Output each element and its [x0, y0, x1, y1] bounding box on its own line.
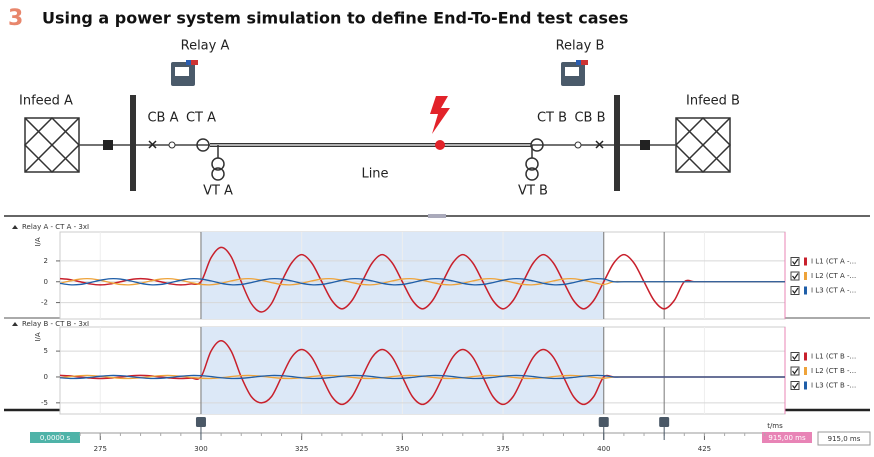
x-tick-label: 375 [496, 445, 509, 453]
vt-symbol [525, 145, 539, 181]
legend-swatch [804, 272, 807, 280]
node [103, 140, 113, 150]
legend-swatch [804, 286, 807, 295]
legend-check [792, 353, 799, 361]
fault-bolt [430, 96, 450, 134]
series-line [59, 246, 785, 313]
ct-label: CT A [186, 111, 216, 126]
infeed-label: Infeed B [686, 94, 740, 109]
duration-box[interactable] [817, 431, 871, 446]
breaker-contact [168, 141, 176, 149]
end-label: 915,00 ms [768, 434, 806, 442]
duration-label: 915,0 ms [828, 435, 861, 443]
y-tick-label: -5 [41, 399, 48, 407]
infeed-box [674, 116, 732, 174]
legend-swatch [804, 367, 807, 375]
x-tick-label: 425 [698, 445, 711, 453]
step-number: 3 [8, 6, 23, 31]
x-tick-label: 325 [295, 445, 308, 453]
legend-label: I L2 (CT B -... [811, 367, 856, 375]
legend-label: I L1 (CT B -... [811, 353, 856, 361]
cb-label: CB A [147, 111, 178, 126]
breaker-contact [574, 141, 582, 149]
cursor-handle[interactable] [659, 417, 670, 427]
start-label: 0,0000 s [40, 434, 71, 442]
infeed-label: Infeed A [19, 94, 73, 109]
legend-check [792, 273, 799, 280]
cursor-handle[interactable] [598, 417, 609, 427]
busbar [130, 95, 136, 191]
vt-symbol [211, 145, 225, 181]
y-tick-label: 2 [44, 257, 48, 265]
single-line-diagram: Relay A Relay B Infeed A Infeed B [19, 39, 740, 199]
ct-label: CT B [537, 111, 567, 126]
node [640, 140, 650, 150]
legend-checkbox[interactable] [790, 352, 800, 361]
legend-label: I L2 (CT A -... [811, 272, 856, 280]
legend-checkbox[interactable] [790, 381, 800, 390]
ct-symbol [530, 138, 544, 152]
legend-swatch [804, 352, 807, 361]
end-marker[interactable] [762, 432, 812, 443]
breaker [148, 140, 604, 149]
vt-label: VT B [518, 184, 548, 199]
infeed-box [23, 116, 81, 174]
legend-check [792, 368, 799, 375]
y-tick-label: 0 [44, 278, 48, 286]
series-line [59, 277, 785, 286]
x-tick-label: 300 [194, 445, 207, 453]
legend-label: I L3 (CT A -... [811, 287, 856, 295]
legend-swatch [804, 381, 807, 390]
x-tick-label: 400 [597, 445, 610, 453]
legend-checkbox[interactable] [790, 366, 800, 376]
legend-check [792, 382, 799, 390]
busbar [614, 95, 620, 191]
relay-icon [561, 60, 588, 86]
timeline: 0,0000 s 915,00 ms 915,0 ms t/ms 275 300 3… [30, 417, 871, 453]
y-tick-label: -2 [41, 299, 48, 307]
legend-check [792, 258, 799, 266]
ct-symbol [196, 138, 210, 152]
relay-icon [171, 60, 198, 86]
x-tick-label: 350 [396, 445, 409, 453]
y-tick-label: 0 [44, 373, 48, 381]
vt-label: VT A [203, 184, 233, 199]
y-axis-label: I/A [34, 237, 42, 246]
legend-check [792, 287, 799, 295]
cursor-handle[interactable] [195, 417, 206, 427]
legend-swatch [804, 257, 807, 266]
legend-label: I L1 (CT A -... [811, 258, 856, 266]
line-label: Line [361, 167, 388, 182]
collapse-arrow [12, 322, 18, 326]
relay-label: Relay B [556, 39, 605, 54]
legend-checkbox[interactable] [790, 257, 800, 266]
panel-title: Relay A - CT A - 3xI [22, 223, 89, 231]
start-marker[interactable] [30, 432, 80, 443]
series-line [59, 374, 785, 380]
legend-label: I L3 (CT B -... [811, 382, 856, 390]
charts: Relay A - CT A - 3xI -2 0 2 I/A I L1 (CT A -.… [12, 223, 856, 415]
panel-title: Relay B - CT B - 3xI [22, 320, 89, 328]
legend-checkbox[interactable] [790, 286, 800, 295]
cb-label: CB B [574, 111, 605, 126]
x-tick-label: 275 [94, 445, 107, 453]
splitter-handle[interactable] [428, 214, 446, 218]
page-title: Using a power system simulation to defin… [42, 9, 628, 28]
axis-label: t/ms [767, 422, 783, 430]
collapse-arrow [12, 225, 18, 229]
legend-checkbox[interactable] [790, 271, 800, 281]
y-tick-label: 5 [44, 347, 48, 355]
relay-label: Relay A [181, 39, 230, 54]
y-axis-label: I/A [34, 332, 42, 341]
fault-point [435, 140, 445, 150]
